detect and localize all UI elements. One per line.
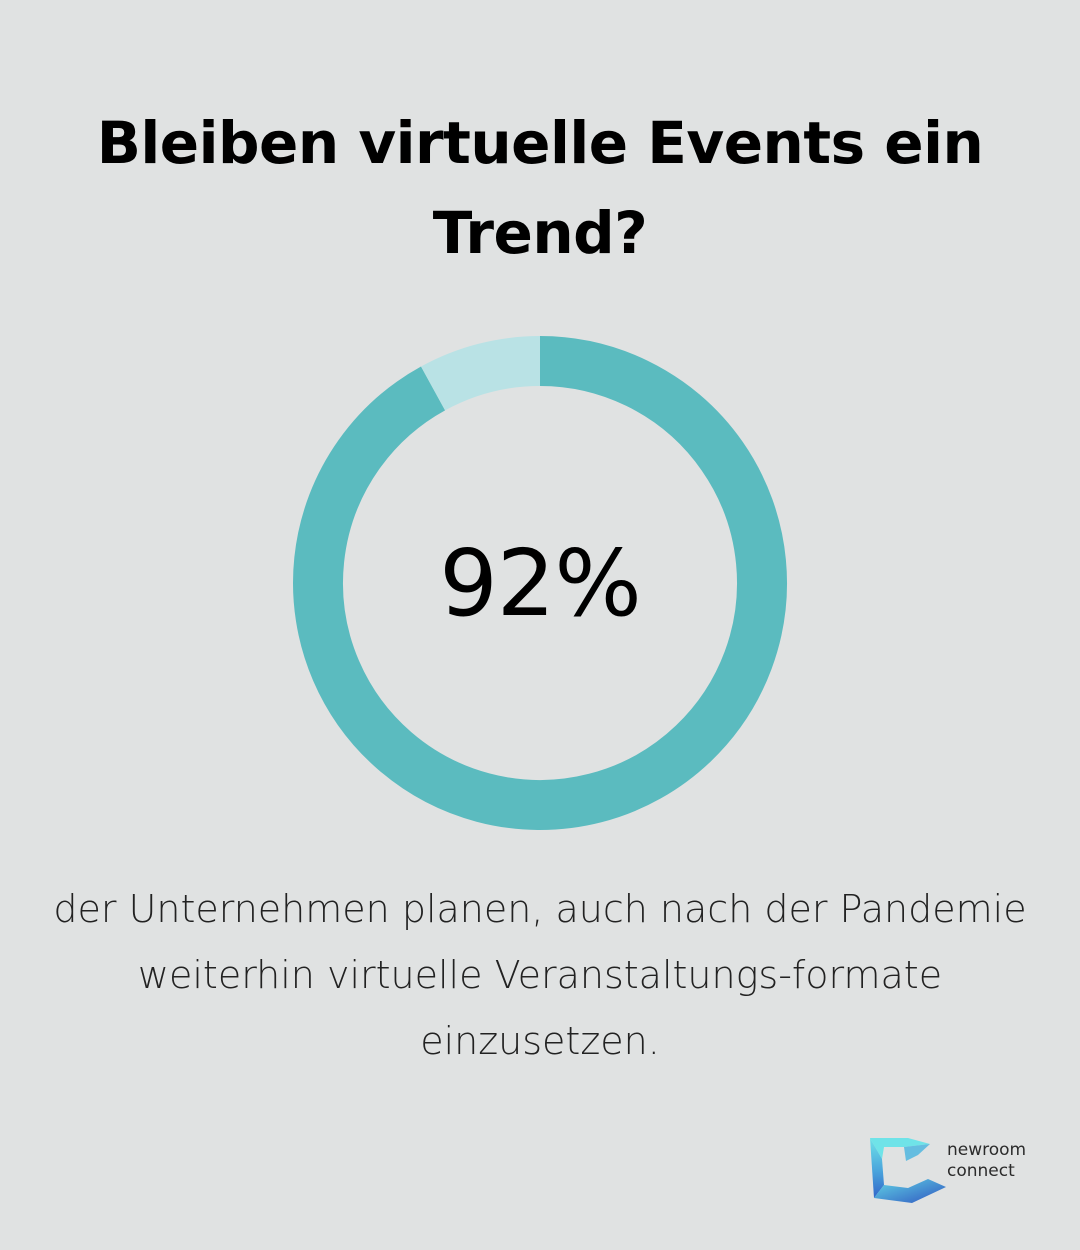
donut-svg [293, 336, 787, 830]
donut-slice-rest [421, 336, 541, 411]
donut-slice-main [293, 336, 787, 830]
brand-line-2: connect [947, 1161, 1015, 1181]
brand-line-1: newroom [947, 1140, 1027, 1160]
description-text: der Unternehmen planen, auch nach der Pa… [53, 887, 1027, 1063]
page-title: Bleiben virtuelle Events ein Trend? [96, 109, 984, 267]
newroom-connect-logo-icon [870, 1138, 946, 1203]
donut-chart: 92% [290, 333, 790, 833]
percentage-value: 92% [439, 529, 641, 637]
brand-text: newroom connect [947, 1140, 1026, 1182]
brand-logo: newroom connect [868, 1133, 1048, 1208]
